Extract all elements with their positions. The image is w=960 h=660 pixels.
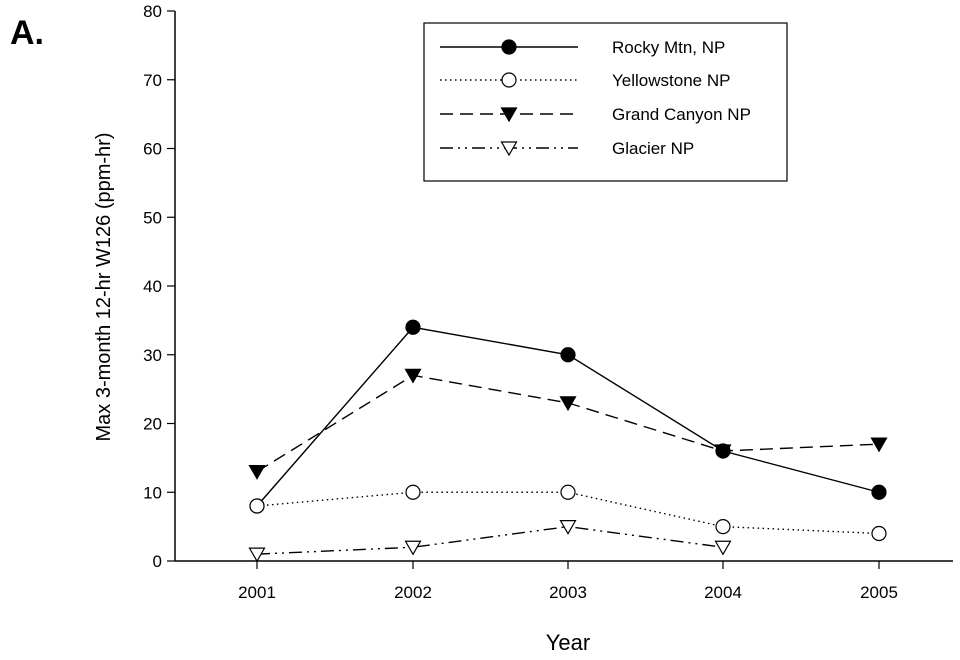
y-tick-label: 10	[143, 483, 162, 502]
data-point	[714, 444, 732, 460]
chart-legend: Rocky Mtn, NP Yellowstone NP Grand Canyon …	[423, 22, 788, 182]
chart-series	[248, 319, 888, 563]
series-line	[256, 525, 724, 555]
legend-item: Yellowstone NP	[440, 71, 730, 90]
x-tick-label: 2004	[704, 583, 742, 602]
legend-label: Rocky Mtn, NP	[612, 38, 725, 57]
legend-marker	[500, 141, 518, 157]
x-tick-label: 2005	[860, 583, 898, 602]
x-tick-label: 2003	[549, 583, 587, 602]
legend-item: Rocky Mtn, NP	[440, 38, 725, 57]
legend-box	[423, 22, 788, 182]
legend-item: Glacier NP	[440, 139, 694, 158]
panel-label: A.	[10, 14, 44, 52]
data-point	[405, 484, 421, 500]
legend-label: Grand Canyon NP	[612, 105, 751, 124]
data-point	[248, 465, 266, 480]
y-tick-label: 70	[143, 71, 162, 90]
data-point	[715, 519, 731, 535]
data-point	[871, 484, 887, 500]
x-tick-label: 2001	[238, 583, 276, 602]
chart-ticks: 0 10 20 30 40 50 60 70 80 2001 2002 2003 2004 2005	[143, 2, 898, 602]
y-tick-label: 30	[143, 346, 162, 365]
data-point	[249, 498, 265, 514]
series-3	[248, 368, 888, 480]
data-point	[404, 540, 422, 556]
data-point	[560, 347, 576, 363]
legend-marker	[501, 39, 517, 55]
y-tick-label: 40	[143, 277, 162, 296]
y-tick-label: 0	[153, 552, 162, 571]
legend-label: Glacier NP	[612, 139, 694, 158]
data-point	[404, 368, 422, 384]
data-point	[560, 484, 576, 500]
x-axis-label: Year	[546, 630, 590, 655]
data-point	[559, 396, 577, 412]
x-tick-label: 2002	[394, 583, 432, 602]
data-point	[870, 437, 888, 453]
y-tick-label: 50	[143, 208, 162, 227]
data-point	[405, 319, 421, 335]
series-4	[248, 520, 732, 563]
legend-marker	[501, 72, 517, 88]
legend-marker	[500, 107, 518, 123]
data-point	[248, 547, 266, 563]
legend-item: Grand Canyon NP	[440, 105, 751, 124]
data-point	[714, 540, 732, 556]
data-point	[871, 525, 887, 542]
y-tick-label: 80	[143, 2, 162, 21]
legend-label: Yellowstone NP	[612, 71, 730, 90]
y-tick-label: 20	[143, 415, 162, 434]
series-line	[256, 374, 880, 473]
y-tick-label: 60	[143, 140, 162, 159]
data-point	[559, 520, 577, 535]
y-axis-label: Max 3-month 12-hr W126 (ppm-hr)	[93, 133, 115, 442]
series-2	[249, 484, 887, 542]
